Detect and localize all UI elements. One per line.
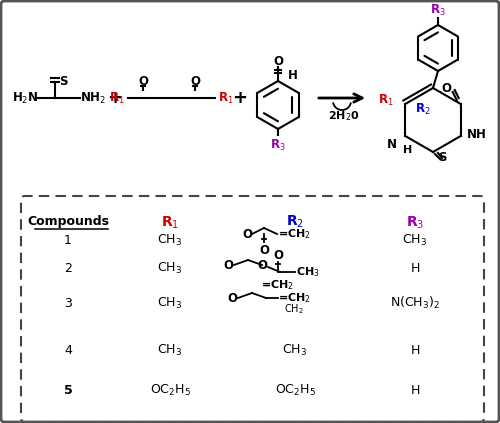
Text: =CH$_2$: =CH$_2$ (278, 291, 311, 305)
Text: H: H (410, 261, 420, 275)
Text: N: N (388, 137, 398, 151)
Text: R$_3$: R$_3$ (406, 215, 424, 231)
Text: R$_1$: R$_1$ (378, 93, 394, 107)
Text: CH$_2$: CH$_2$ (284, 302, 304, 316)
Text: +: + (108, 89, 122, 107)
Text: R$_1$: R$_1$ (161, 215, 179, 231)
Text: O: O (242, 228, 252, 241)
Text: H$_2$N: H$_2$N (12, 91, 38, 106)
Text: CH$_3$: CH$_3$ (296, 265, 320, 279)
Text: H: H (410, 384, 420, 396)
Text: 1: 1 (64, 233, 72, 247)
Text: R$_3$: R$_3$ (430, 3, 446, 17)
Text: O: O (257, 258, 267, 272)
Text: =CH$_2$: =CH$_2$ (278, 227, 311, 241)
Text: NH: NH (466, 127, 486, 140)
Text: O: O (223, 258, 233, 272)
Text: R$_1$: R$_1$ (110, 91, 125, 106)
Text: CH$_3$: CH$_3$ (158, 261, 182, 275)
Text: Compounds: Compounds (27, 215, 109, 228)
Text: R$_2$: R$_2$ (415, 102, 430, 117)
Text: +: + (232, 89, 248, 107)
Text: CH$_3$: CH$_3$ (282, 343, 308, 357)
Text: O: O (442, 82, 452, 94)
Text: O: O (138, 74, 148, 88)
Text: H: H (402, 145, 412, 155)
Text: R$_1$: R$_1$ (218, 91, 234, 106)
Text: S: S (438, 151, 446, 164)
Text: 3: 3 (64, 297, 72, 310)
Text: =CH$_2$: =CH$_2$ (262, 278, 294, 292)
Text: 2H$_2$0: 2H$_2$0 (328, 109, 360, 123)
Text: CH$_3$: CH$_3$ (158, 295, 182, 310)
Text: O: O (227, 291, 237, 305)
Text: 5: 5 (64, 384, 72, 396)
Text: R$_2$: R$_2$ (286, 214, 304, 231)
Text: H: H (410, 343, 420, 357)
Text: R$_3$: R$_3$ (270, 137, 286, 153)
Text: S: S (59, 74, 68, 88)
Text: 4: 4 (64, 343, 72, 357)
Text: CH$_3$: CH$_3$ (158, 343, 182, 357)
Text: O: O (259, 244, 269, 256)
Text: CH$_3$: CH$_3$ (158, 233, 182, 247)
Text: N(CH$_3$)$_2$: N(CH$_3$)$_2$ (390, 295, 440, 311)
FancyBboxPatch shape (21, 196, 484, 422)
Text: O: O (190, 74, 200, 88)
Text: NH$_2$: NH$_2$ (80, 91, 106, 106)
Text: OC$_2$H$_5$: OC$_2$H$_5$ (150, 382, 190, 398)
Text: O: O (273, 55, 283, 68)
Text: 2: 2 (64, 261, 72, 275)
Text: O: O (273, 248, 283, 261)
Text: CH$_3$: CH$_3$ (402, 233, 427, 247)
Text: OC$_2$H$_5$: OC$_2$H$_5$ (274, 382, 316, 398)
Text: H: H (288, 69, 298, 82)
